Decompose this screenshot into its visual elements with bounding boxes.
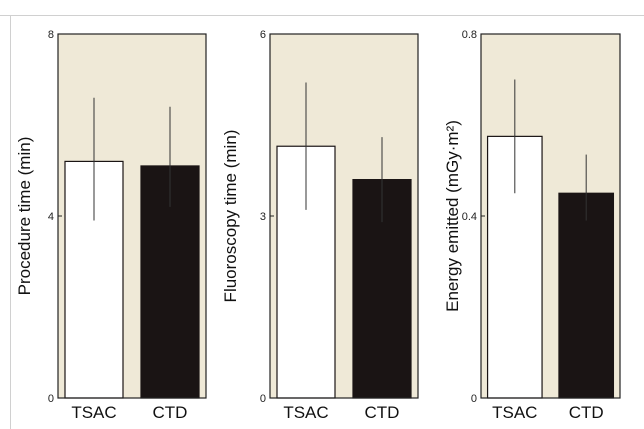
chart-panel-2: 0 3 6 TSAC CTD Fluoroscopy time (min) [221, 29, 419, 422]
figure-frame-top [0, 15, 644, 16]
axis-frame [57, 33, 207, 399]
y-axis-label: Fluoroscopy time (min) [221, 130, 240, 303]
figure-frame-left [10, 15, 11, 429]
bar-ctd [558, 192, 615, 399]
axis-frame [269, 33, 419, 399]
x-tick-label: CTD [153, 403, 188, 422]
y-axis-label: Procedure time (min) [15, 137, 34, 296]
y-tick-label: 0 [471, 393, 477, 405]
y-tick-label: 0 [260, 393, 266, 405]
chart-panels: 0 4 8 TSAC CTD Procedure time (min) 0 3 6 TSAC CTD… [15, 29, 621, 422]
y-tick-label: 6 [260, 29, 266, 41]
chart-panel-3: 0 0.4 0.8 TSAC CTD Energy emitted (mGy·m²) [443, 29, 621, 422]
x-tick-label: CTD [569, 403, 604, 422]
y-axis-label: Energy emitted (mGy·m²) [443, 120, 462, 312]
y-tick-label: 4 [48, 211, 54, 223]
y-tick-label: 0.8 [462, 29, 477, 41]
y-tick-label: 3 [260, 211, 266, 223]
chart-panel-1: 0 4 8 TSAC CTD Procedure time (min) [15, 29, 207, 422]
x-tick-label: TSAC [283, 403, 328, 422]
x-tick-label: CTD [365, 403, 400, 422]
x-tick-label: TSAC [71, 403, 116, 422]
y-tick-label: 0.4 [462, 211, 477, 223]
y-tick-label: 8 [48, 29, 54, 41]
x-tick-label: TSAC [492, 403, 537, 422]
axis-frame [480, 33, 621, 399]
y-tick-label: 0 [48, 393, 54, 405]
